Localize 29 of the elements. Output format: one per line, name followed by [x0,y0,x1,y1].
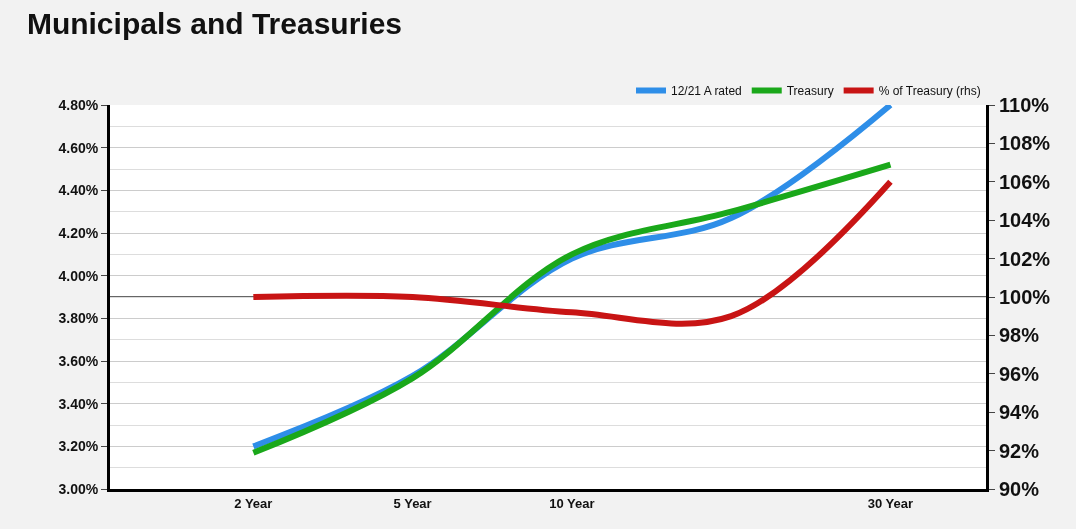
legend-label: 12/21 A rated [671,84,742,99]
y2-tick-label: 110% [999,94,1050,116]
y-tick-label: 3.80% [58,310,99,327]
y2-tick-label: 96% [999,362,1040,385]
y2-tick-label: 94% [999,401,1040,424]
y-tick-label: 3.60% [58,352,99,369]
y2-tick-label: 90% [999,478,1040,500]
y2-tick-label: 98% [999,324,1040,347]
y-tick-label: 4.80% [58,96,99,113]
legend-label: Treasury [786,84,834,99]
x-tick-label: 2 Year [234,495,273,511]
x-tick-label: 10 Year [549,495,595,511]
y-tick-label: 3.40% [58,395,99,412]
y-tick-label: 4.20% [58,224,99,241]
y-tick-label: 4.60% [58,139,99,156]
y-tick-label: 3.00% [58,480,99,497]
y2-tick-label: 92% [999,439,1040,462]
y-tick-label: 4.40% [58,182,99,199]
x-tick-label: 30 Year [867,495,914,511]
y-tick-label: 3.20% [58,438,99,455]
y2-tick-label: 102% [999,247,1051,270]
legend-label: % of Treasury (rhs) [878,84,981,99]
y2-tick-label: 104% [999,209,1051,232]
x-tick-label: 5 Year [393,495,432,511]
chart-title: Municipals and Treasuries [26,7,403,41]
y2-tick-label: 100% [999,286,1051,308]
y-tick-label: 4.00% [58,267,99,284]
y2-tick-label: 108% [999,132,1051,155]
y2-tick-label: 106% [999,170,1051,193]
